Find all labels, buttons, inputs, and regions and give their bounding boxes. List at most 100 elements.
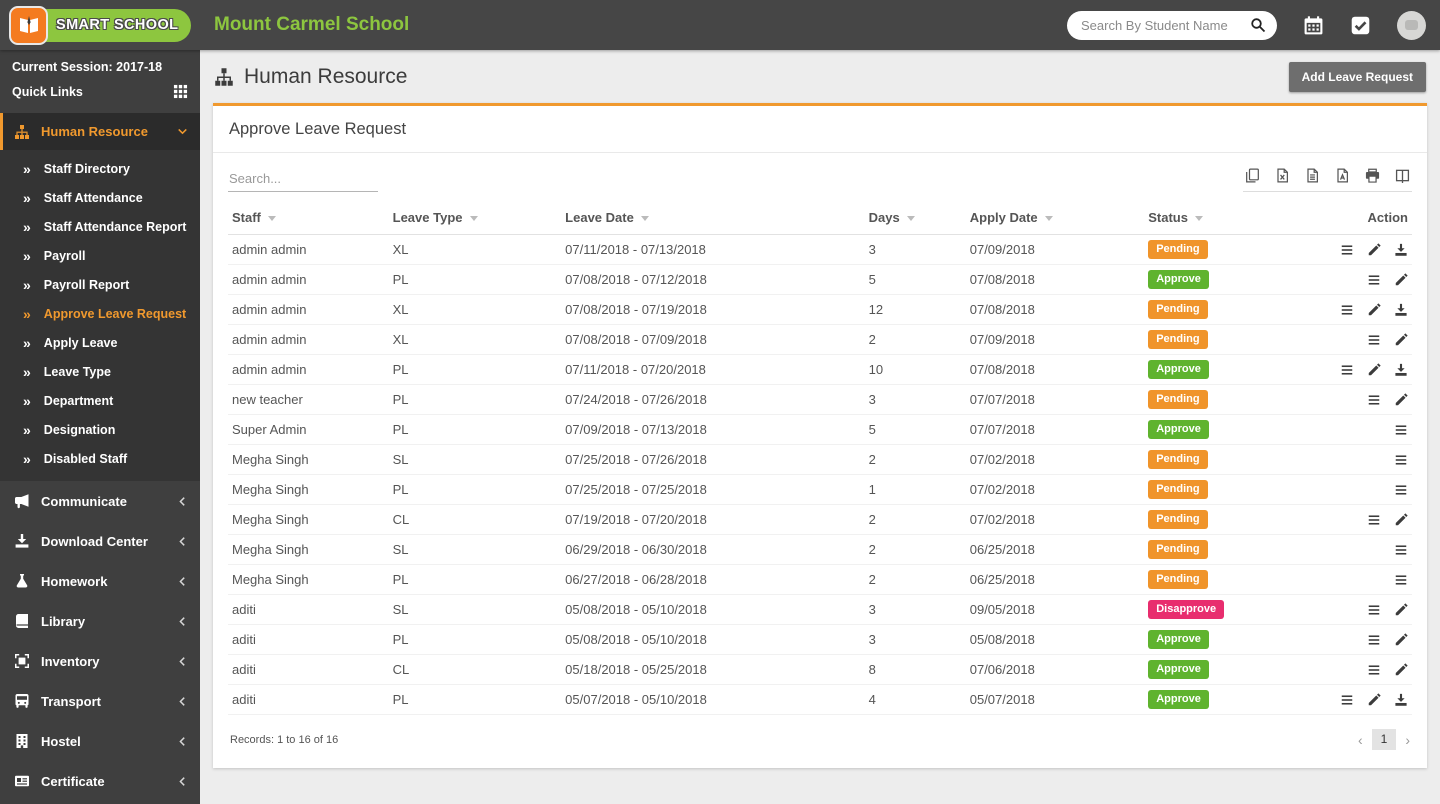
table-row: Megha Singh PL 07/25/2018 - 07/25/2018 1 07/… (228, 474, 1412, 505)
sidebar-item-inventory[interactable]: Inventory (0, 641, 200, 681)
records-summary: Records: 1 to 16 of 16 (230, 733, 339, 746)
sidebar-item-library[interactable]: Library (0, 601, 200, 641)
sidebar-subitem-apply-leave[interactable]: » Apply Leave (0, 328, 200, 357)
sidebar-subitem-approve-leave-request[interactable]: » Approve Leave Request (0, 299, 200, 328)
add-leave-request-button[interactable]: Add Leave Request (1288, 61, 1426, 92)
edit-icon[interactable] (1367, 362, 1381, 377)
column-header-leave-date[interactable]: Leave Date (561, 200, 865, 235)
edit-icon[interactable] (1394, 602, 1408, 617)
sidebar-subitem-label: Department (43, 393, 114, 408)
grid-icon[interactable] (173, 84, 188, 99)
sidebar-subitem-staff-attendance[interactable]: » Staff Attendance (0, 183, 200, 212)
column-header-leave-type[interactable]: Leave Type (388, 200, 562, 235)
details-icon[interactable] (1340, 243, 1354, 257)
sidebar-item-hostel[interactable]: Hostel (0, 721, 200, 761)
sidebar-subitem-department[interactable]: » Department (0, 386, 200, 415)
avatar[interactable] (1397, 10, 1426, 40)
chevron-left-icon (177, 616, 188, 627)
details-icon[interactable] (1394, 543, 1408, 557)
sidebar-item-transport[interactable]: Transport (0, 681, 200, 721)
apply-date-cell: 07/09/2018 (965, 234, 1145, 265)
edit-icon[interactable] (1394, 392, 1408, 407)
table-toolbar (228, 166, 1412, 192)
table-row: aditi PL 05/07/2018 - 05/10/2018 4 05/07/201… (228, 684, 1412, 715)
download-icon[interactable] (1394, 693, 1408, 707)
leave-date-cell: 06/27/2018 - 06/28/2018 (561, 564, 865, 595)
columns-icon[interactable] (1395, 168, 1410, 183)
sidebar-item-certificate[interactable]: Certificate (0, 761, 200, 801)
quick-links[interactable]: Quick Links (12, 84, 188, 103)
sidebar-subitem-payroll-report[interactable]: » Payroll Report (0, 270, 200, 299)
details-icon[interactable] (1340, 693, 1354, 707)
leave-type-cell: PL (388, 414, 562, 445)
leave-date-cell: 07/24/2018 - 07/26/2018 (561, 384, 865, 415)
leave-type-cell: PL (388, 684, 562, 715)
sidebar-subitem-label: Approve Leave Request (43, 306, 187, 321)
details-icon[interactable] (1340, 303, 1354, 317)
leave-type-cell: SL (388, 444, 562, 475)
search-icon[interactable] (1250, 17, 1266, 33)
leave-date-cell: 07/08/2018 - 07/19/2018 (561, 294, 865, 325)
excel-icon[interactable] (1275, 168, 1290, 183)
edit-icon[interactable] (1394, 272, 1408, 287)
details-icon[interactable] (1367, 633, 1381, 647)
download-icon[interactable] (1394, 243, 1408, 257)
edit-icon[interactable] (1394, 662, 1408, 677)
download-icon[interactable] (1394, 303, 1408, 317)
sidebar-subitem-designation[interactable]: » Designation (0, 415, 200, 444)
download-icon[interactable] (1394, 363, 1408, 377)
pagination-prev[interactable]: ‹ (1357, 731, 1363, 748)
sidebar-subitem-staff-directory[interactable]: » Staff Directory (0, 154, 200, 183)
details-icon[interactable] (1367, 273, 1381, 287)
details-icon[interactable] (1367, 393, 1381, 407)
pagination-page-1[interactable]: 1 (1371, 729, 1397, 750)
sidebar-subitem-staff-attendance-report[interactable]: » Staff Attendance Report (0, 212, 200, 241)
print-icon[interactable] (1365, 168, 1380, 183)
edit-icon[interactable] (1367, 692, 1381, 707)
csv-icon[interactable] (1305, 168, 1320, 183)
column-header-staff[interactable]: Staff (228, 200, 389, 235)
sidebar-subitem-payroll[interactable]: » Payroll (0, 241, 200, 270)
calendar-icon[interactable] (1303, 15, 1324, 36)
pdf-icon[interactable] (1335, 168, 1350, 183)
edit-icon[interactable] (1367, 242, 1381, 257)
status-badge: Pending (1148, 540, 1208, 559)
sidebar-item-homework[interactable]: Homework (0, 561, 200, 601)
action-buttons (1309, 272, 1408, 287)
details-icon[interactable] (1367, 663, 1381, 677)
pagination-next[interactable]: › (1405, 731, 1410, 748)
column-header-apply-date[interactable]: Apply Date (965, 200, 1145, 235)
sidebar-subitem-leave-type[interactable]: » Leave Type (0, 357, 200, 386)
days-cell: 3 (864, 624, 966, 655)
details-icon[interactable] (1367, 333, 1381, 347)
tasks-icon[interactable] (1350, 15, 1371, 36)
edit-icon[interactable] (1367, 302, 1381, 317)
edit-icon[interactable] (1394, 632, 1408, 647)
column-header-status[interactable]: Status (1144, 200, 1305, 235)
table-search-input[interactable] (228, 166, 378, 192)
details-icon[interactable] (1340, 363, 1354, 377)
sidebar-subitem-disabled-staff[interactable]: » Disabled Staff (0, 444, 200, 473)
leave-date-cell: 05/18/2018 - 05/25/2018 (561, 654, 865, 685)
action-buttons (1309, 302, 1408, 317)
details-icon[interactable] (1367, 513, 1381, 527)
copy-icon[interactable] (1245, 168, 1260, 183)
sidebar-item-human-resource[interactable]: Human Resource (0, 113, 200, 150)
details-icon[interactable] (1394, 423, 1408, 437)
sidebar-item-download-center[interactable]: Download Center (0, 521, 200, 561)
sidebar-subitem-label: Staff Attendance Report (43, 219, 187, 234)
app-logo[interactable]: SMART SCHOOL (0, 5, 200, 45)
leave-date-cell: 07/09/2018 - 07/13/2018 (561, 414, 865, 445)
action-cell (1304, 624, 1412, 655)
column-header-days[interactable]: Days (864, 200, 966, 235)
details-icon[interactable] (1394, 453, 1408, 467)
edit-icon[interactable] (1394, 512, 1408, 527)
details-icon[interactable] (1367, 603, 1381, 617)
details-icon[interactable] (1394, 483, 1408, 497)
action-buttons (1309, 332, 1408, 347)
sidebar-item-communicate[interactable]: Communicate (0, 481, 200, 521)
edit-icon[interactable] (1394, 332, 1408, 347)
sidebar-subitem-label: Leave Type (43, 364, 111, 379)
details-icon[interactable] (1394, 573, 1408, 587)
student-search-input[interactable] (1081, 17, 1250, 33)
